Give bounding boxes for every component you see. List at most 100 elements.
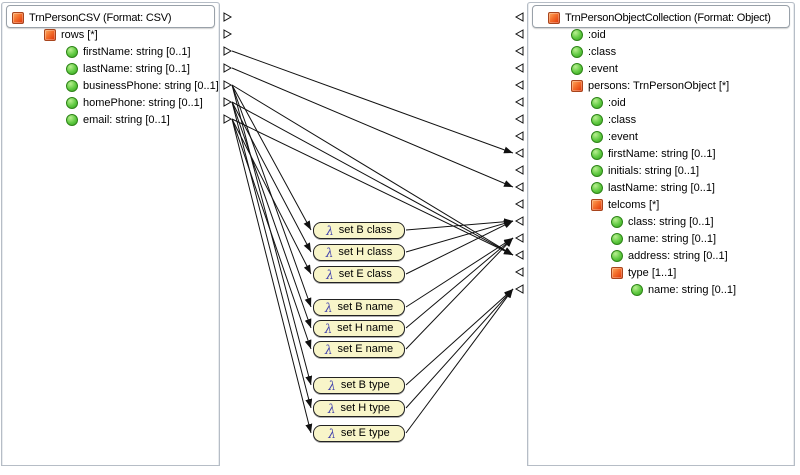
output-port-icon[interactable] <box>223 114 232 124</box>
element-collection-icon <box>611 267 623 279</box>
function-set-e-class[interactable]: λ set E class <box>313 266 405 283</box>
tree-row-telcoms[interactable]: telcoms [*] <box>528 197 794 214</box>
tree-row-firstname[interactable]: firstName: string [0..1] <box>2 44 219 61</box>
tree-row-email[interactable]: email: string [0..1] <box>2 112 219 129</box>
target-panel: TrnPersonObjectCollection (Format: Objec… <box>527 2 795 466</box>
wire-email-seteclass[interactable] <box>231 118 312 275</box>
wire-lastname[interactable] <box>231 67 514 188</box>
tree-row-rows[interactable]: rows [*] <box>2 27 219 44</box>
tree-row-persons-oid[interactable]: :oid <box>528 95 794 112</box>
object-collection-icon <box>548 12 560 24</box>
tree-row-telcoms-class[interactable]: class: string [0..1] <box>528 214 794 231</box>
output-port-icon[interactable] <box>223 97 232 107</box>
input-port-icon[interactable] <box>515 233 524 243</box>
tree-row-persons-lastname[interactable]: lastName: string [0..1] <box>528 180 794 197</box>
wire-setbname-name[interactable] <box>405 237 514 308</box>
source-root-node[interactable]: TrnPersonCSV (Format: CSV) <box>2 10 219 27</box>
field-icon <box>66 63 78 75</box>
function-set-b-class[interactable]: λ set B class <box>313 222 405 239</box>
function-set-e-name[interactable]: λ set E name <box>313 341 405 358</box>
wire-email-setename[interactable] <box>231 118 312 350</box>
function-set-h-type[interactable]: λ set H type <box>313 400 405 417</box>
input-port-icon[interactable] <box>515 46 524 56</box>
output-port-icon[interactable] <box>223 80 232 90</box>
output-port-icon[interactable] <box>223 29 232 39</box>
source-ports <box>223 12 232 124</box>
object-collection-icon <box>12 12 24 24</box>
wire-setename-name[interactable] <box>405 237 514 350</box>
wire-seteclass-class[interactable] <box>405 220 514 275</box>
lambda-icon: λ <box>328 378 336 393</box>
wire-setetype-typename[interactable] <box>405 288 514 434</box>
input-port-icon[interactable] <box>515 216 524 226</box>
tree-row-persons-event[interactable]: :event <box>528 129 794 146</box>
tree-row-oid[interactable]: :oid <box>528 27 794 44</box>
function-set-h-name[interactable]: λ set H name <box>313 320 405 337</box>
tree-row-businessphone[interactable]: businessPhone: string [0..1] <box>2 78 219 95</box>
input-port-icon[interactable] <box>515 29 524 39</box>
source-tree: TrnPersonCSV (Format: CSV) rows [*] firs… <box>2 3 219 129</box>
function-set-b-type[interactable]: λ set B type <box>313 377 405 394</box>
tree-row-persons-initials[interactable]: initials: string [0..1] <box>528 163 794 180</box>
wire-sethclass-class[interactable] <box>405 220 514 253</box>
lambda-icon: λ <box>324 300 333 315</box>
wire-homephone-sethclass[interactable] <box>231 101 312 253</box>
input-port-icon[interactable] <box>515 63 524 73</box>
input-port-icon[interactable] <box>515 148 524 158</box>
wire-sethtype-typename[interactable] <box>405 288 514 409</box>
wire-businessphone-setbtype[interactable] <box>231 84 313 386</box>
lambda-icon: λ <box>324 321 333 336</box>
lambda-icon: λ <box>326 267 334 282</box>
wire-email-setetype[interactable] <box>231 118 313 434</box>
field-icon <box>611 216 623 228</box>
input-port-icon[interactable] <box>515 12 524 22</box>
tree-row-persons[interactable]: persons: TrnPersonObject [*] <box>528 78 794 95</box>
target-ports <box>515 12 524 294</box>
output-port-icon[interactable] <box>223 46 232 56</box>
function-set-b-name[interactable]: λ set B name <box>313 299 405 316</box>
input-port-icon[interactable] <box>515 165 524 175</box>
function-set-h-class[interactable]: λ set H class <box>313 244 405 261</box>
tree-row-persons-class[interactable]: :class <box>528 112 794 129</box>
input-port-icon[interactable] <box>515 97 524 107</box>
input-port-icon[interactable] <box>515 199 524 209</box>
field-icon <box>571 63 583 75</box>
tree-row-telcoms-type[interactable]: type [1..1] <box>528 265 794 282</box>
element-collection-icon <box>44 29 56 41</box>
wire-setbtype-typename[interactable] <box>405 288 514 386</box>
tree-row-class[interactable]: :class <box>528 44 794 61</box>
input-port-icon[interactable] <box>515 80 524 90</box>
wire-businessphone-setbname[interactable] <box>231 84 312 308</box>
field-icon <box>591 148 603 160</box>
wire-homephone-sethtype[interactable] <box>231 101 313 409</box>
target-root-outline <box>532 5 790 28</box>
input-port-icon[interactable] <box>515 267 524 277</box>
tree-row-homephone[interactable]: homePhone: string [0..1] <box>2 95 219 112</box>
target-panel-title: TrnPersonObjectCollection (Format: Objec… <box>565 12 771 24</box>
field-icon <box>591 114 603 126</box>
field-icon <box>571 29 583 41</box>
tree-row-telcoms-name[interactable]: name: string [0..1] <box>528 231 794 248</box>
input-port-icon[interactable] <box>515 284 524 294</box>
input-port-icon[interactable] <box>515 182 524 192</box>
function-set-e-type[interactable]: λ set E type <box>313 425 405 442</box>
wire-sethname-name[interactable] <box>405 237 514 329</box>
tree-row-lastname[interactable]: lastName: string [0..1] <box>2 61 219 78</box>
target-tree: TrnPersonObjectCollection (Format: Objec… <box>528 3 794 299</box>
target-root-node[interactable]: TrnPersonObjectCollection (Format: Objec… <box>528 10 794 27</box>
input-port-icon[interactable] <box>515 131 524 141</box>
wire-homephone-sethname[interactable] <box>231 101 312 329</box>
tree-row-persons-firstname[interactable]: firstName: string [0..1] <box>528 146 794 163</box>
tree-row-event[interactable]: :event <box>528 61 794 78</box>
tree-row-telcoms-address[interactable]: address: string [0..1] <box>528 248 794 265</box>
wire-firstname[interactable] <box>231 50 514 154</box>
output-port-icon[interactable] <box>223 63 232 73</box>
field-icon <box>591 131 603 143</box>
wire-setbclass-class[interactable] <box>405 218 514 231</box>
input-port-icon[interactable] <box>515 250 524 260</box>
input-port-icon[interactable] <box>515 114 524 124</box>
wire-businessphone-setbclass[interactable] <box>231 84 312 231</box>
output-port-icon[interactable] <box>223 12 232 22</box>
tree-row-type-name[interactable]: name: string [0..1] <box>528 282 794 299</box>
field-icon <box>66 114 78 126</box>
